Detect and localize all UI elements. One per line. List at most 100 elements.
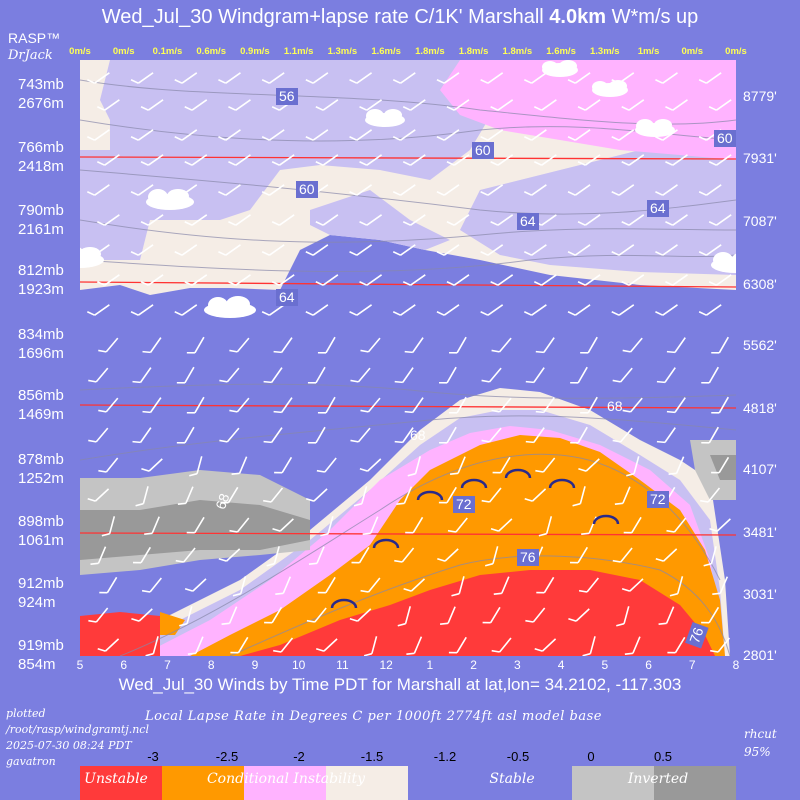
wind-barb-staff xyxy=(96,214,120,226)
wind-barb-staff xyxy=(228,274,251,286)
wind-barb xyxy=(480,129,504,141)
wind-barb xyxy=(184,99,208,111)
contour-line xyxy=(80,415,736,461)
wind-barb xyxy=(230,636,249,654)
wind-barb xyxy=(130,129,154,141)
pressure-label: 912mb xyxy=(18,575,64,592)
wind-barb xyxy=(449,396,467,414)
wind-barb-staff xyxy=(350,367,371,383)
wind-barb xyxy=(88,367,109,383)
cloud-icon xyxy=(592,80,628,97)
wind-barb-staff xyxy=(218,72,241,84)
wind-barb-staff xyxy=(86,129,110,141)
wind-barb xyxy=(568,608,590,622)
wind-barb xyxy=(480,304,504,316)
height-ft-label: 2801' xyxy=(743,647,777,663)
wind-barb xyxy=(96,99,120,111)
x-tick-label: 4 xyxy=(557,658,565,672)
wind-barb-staff xyxy=(231,456,248,476)
height-ft-label: 7087' xyxy=(743,213,777,229)
wind-barb xyxy=(305,304,329,316)
colorbar-tick: -0.5 xyxy=(506,749,530,764)
wind-barb xyxy=(622,337,643,353)
height-label: 2418m xyxy=(18,158,64,175)
wind-barb xyxy=(446,99,470,111)
wind-barb xyxy=(144,516,160,536)
wind-barb-staff xyxy=(712,576,729,596)
wind-barb xyxy=(174,129,198,141)
wind-barb xyxy=(621,214,645,226)
wind-barb xyxy=(490,274,514,286)
wstar-label: 1m/s xyxy=(637,46,660,57)
wind-barb-staff xyxy=(437,548,459,562)
wind-barb-staff xyxy=(611,244,635,256)
wind-barb xyxy=(360,397,381,413)
wind-barb-staff xyxy=(273,337,293,354)
red-region-left xyxy=(80,612,160,656)
wind-barb-staff xyxy=(98,337,119,353)
wind-barb xyxy=(351,546,370,564)
pressure-label: 834mb xyxy=(18,326,64,343)
wind-barb xyxy=(392,304,416,316)
wind-barb-staff xyxy=(449,456,466,476)
wind-barb xyxy=(140,154,164,166)
wind-barb-staff xyxy=(582,636,596,656)
wind-barb xyxy=(96,214,120,226)
wind-barb-staff xyxy=(567,72,591,84)
wind-barb-staff xyxy=(665,214,688,226)
wind-barb xyxy=(481,427,502,443)
cloud-icon xyxy=(635,119,675,137)
wind-barb-staff xyxy=(363,636,378,656)
wind-barb-staff xyxy=(490,99,514,111)
wstar-label: 1.6m/s xyxy=(371,46,401,57)
wind-barb-staff xyxy=(349,72,373,84)
wind-barb-staff xyxy=(711,396,729,414)
wind-barb xyxy=(392,184,416,196)
wind-barb xyxy=(621,578,644,592)
wind-barb-staff xyxy=(359,154,383,166)
wind-barb xyxy=(98,457,119,473)
wind-barb xyxy=(490,518,513,532)
wind-barb-staff xyxy=(708,154,732,166)
wstar-label: 0m/s xyxy=(112,46,135,57)
brand-label: RASP™ xyxy=(8,30,61,46)
wind-barb xyxy=(402,214,426,226)
wind-barb-staff xyxy=(189,456,203,477)
colorbar-swatch xyxy=(654,766,736,800)
wind-barb-staff xyxy=(438,486,457,504)
wind-barb-staff xyxy=(140,99,164,111)
wind-barb-staff xyxy=(451,576,465,597)
wind-barb xyxy=(130,244,154,256)
wind-barb-staff xyxy=(184,578,207,592)
wind-barb-staff xyxy=(577,214,601,226)
height-ft-label: 8779' xyxy=(743,88,777,104)
wind-barb-staff xyxy=(480,72,504,84)
lavender-region-mid xyxy=(310,190,450,250)
wind-barb xyxy=(145,636,159,656)
wind-barb-staff xyxy=(481,427,502,443)
wind-barb-staff xyxy=(611,304,635,316)
wind-barb xyxy=(231,456,248,476)
wind-barb xyxy=(710,637,731,653)
wind-barb-staff xyxy=(349,608,372,622)
wind-barb-staff xyxy=(221,606,238,626)
wind-barb xyxy=(451,576,465,597)
wind-barb xyxy=(176,366,195,384)
wind-barb xyxy=(141,577,162,593)
wind-barb xyxy=(611,304,635,316)
wind-barb-staff xyxy=(186,336,205,354)
wind-barb-staff xyxy=(402,154,426,166)
wind-barb xyxy=(394,547,415,563)
wind-barb-staff xyxy=(407,456,422,477)
wind-barb-staff xyxy=(359,99,383,111)
wind-barb-staff xyxy=(145,636,159,656)
wind-barb-staff xyxy=(577,99,601,111)
wind-barb-staff xyxy=(130,129,154,141)
wind-barb xyxy=(525,427,545,444)
wind-barb-staff xyxy=(179,606,193,627)
wind-barb xyxy=(698,244,722,256)
wind-barb-staff xyxy=(218,129,241,141)
wind-barb-staff xyxy=(86,184,110,196)
wind-barb-staff xyxy=(305,72,329,84)
wind-barb-staff xyxy=(536,576,555,594)
